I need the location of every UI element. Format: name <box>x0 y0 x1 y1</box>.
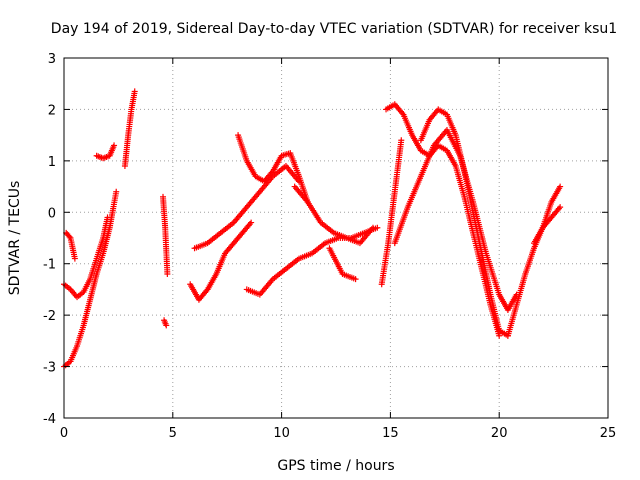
y-tick-label: -4 <box>43 412 56 427</box>
data-point <box>248 219 255 226</box>
data-point <box>398 137 405 144</box>
x-tick-label: 5 <box>169 426 177 441</box>
y-tick-label: -1 <box>43 258 56 273</box>
y-axis: -4 -3 -2 -1 0 1 2 3 <box>43 52 608 427</box>
data-point <box>164 271 171 277</box>
chart-title: Day 194 of 2019, Sidereal Day-to-day VTE… <box>51 21 617 37</box>
y-tick-label: 3 <box>48 52 56 67</box>
x-tick-label: 0 <box>60 426 68 441</box>
y-tick-label: -3 <box>43 361 56 376</box>
y-axis-label: SDTVAR / TECUs <box>7 181 23 296</box>
data-point <box>557 204 564 211</box>
data-points <box>61 88 564 370</box>
x-tick-label: 10 <box>273 426 290 441</box>
data-point <box>557 183 564 190</box>
data-point <box>111 142 118 149</box>
x-tick-label: 15 <box>382 426 399 441</box>
y-tick-label: 2 <box>48 103 56 118</box>
data-point <box>66 233 73 240</box>
data-point <box>352 276 359 283</box>
data-point <box>71 255 78 262</box>
x-axis-label: GPS time / hours <box>277 458 394 474</box>
data-point <box>369 224 376 231</box>
plot-frame <box>63 57 609 419</box>
x-tick-label: 25 <box>600 426 617 441</box>
y-tick-label: 0 <box>48 206 56 221</box>
data-point <box>113 188 120 195</box>
data-point <box>496 332 503 339</box>
y-tick-label: -2 <box>43 309 56 324</box>
data-point <box>131 88 138 95</box>
x-axis: 0 5 10 15 20 25 <box>60 58 616 441</box>
x-tick-label: 20 <box>491 426 508 441</box>
y-tick-label: 1 <box>48 155 56 170</box>
data-point <box>163 322 170 329</box>
data-point <box>104 214 111 221</box>
